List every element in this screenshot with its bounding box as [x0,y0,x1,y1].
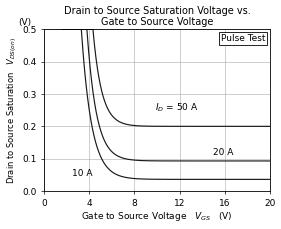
Text: (V): (V) [18,18,31,27]
Text: $I_D$ = 50 A: $I_D$ = 50 A [155,102,198,114]
Y-axis label: Drain to Source Saturation   $V_{DS(on)}$: Drain to Source Saturation $V_{DS(on)}$ [6,37,19,184]
X-axis label: Gate to Source Voltage   $V_{GS}$   (V): Gate to Source Voltage $V_{GS}$ (V) [81,210,233,224]
Title: Drain to Source Saturation Voltage vs.
Gate to Source Voltage: Drain to Source Saturation Voltage vs. G… [64,5,250,27]
Text: Pulse Test: Pulse Test [221,34,265,43]
Text: 10 A: 10 A [72,169,93,178]
Text: 20 A: 20 A [213,148,234,157]
